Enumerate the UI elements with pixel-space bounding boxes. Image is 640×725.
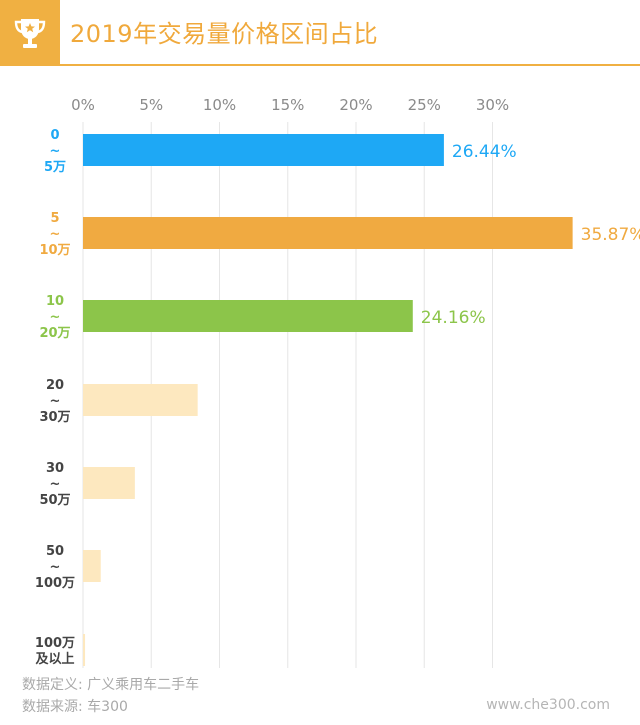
trophy-star-icon bbox=[14, 19, 46, 48]
header: 2019年交易量价格区间占比 bbox=[0, 0, 640, 66]
bar bbox=[83, 300, 413, 332]
bar bbox=[83, 217, 573, 249]
data-definition-text: 数据定义: 广义乘用车二手车 bbox=[22, 677, 200, 693]
page-title: 2019年交易量价格区间占比 bbox=[70, 20, 379, 48]
category-label: 30 bbox=[46, 461, 64, 476]
category-label: 5万 bbox=[44, 160, 66, 175]
category-label: ~ bbox=[50, 477, 61, 492]
category-label: 20 bbox=[46, 378, 64, 393]
category-label: 0 bbox=[50, 128, 59, 143]
category-label: 50 bbox=[46, 544, 64, 559]
trophy-badge bbox=[0, 0, 60, 66]
data-label: 26.44% bbox=[452, 142, 517, 162]
category-label: 20万 bbox=[39, 326, 70, 341]
category-label: 5 bbox=[50, 211, 59, 226]
category-label: 100万 bbox=[35, 576, 75, 591]
bar bbox=[83, 384, 198, 416]
bar bbox=[83, 467, 135, 499]
data-label: 35.87% bbox=[581, 225, 640, 245]
bar bbox=[83, 550, 101, 582]
data-label: 24.16% bbox=[421, 308, 486, 328]
footer-notes: 数据定义: 广义乘用车二手车 数据来源: 车300 bbox=[22, 674, 199, 718]
category-label: 及以上 bbox=[35, 652, 74, 667]
bar bbox=[83, 634, 86, 666]
category-label: 10 bbox=[46, 294, 64, 309]
category-label: 30万 bbox=[39, 410, 70, 425]
category-label: 100万 bbox=[35, 636, 75, 651]
data-source-text: 数据来源: 车300 bbox=[22, 699, 128, 715]
x-tick-label: 30% bbox=[476, 96, 509, 114]
x-tick-label: 25% bbox=[408, 96, 441, 114]
bar-chart: 0% 5% 10% 15% 20% 25% 30%0~5万26.44%5~10万35.87%… bbox=[35, 96, 640, 668]
category-label: 10万 bbox=[39, 243, 70, 258]
category-label: ~ bbox=[50, 560, 61, 575]
x-tick-label: 20% bbox=[339, 96, 372, 114]
x-tick-label: 10% bbox=[203, 96, 236, 114]
header-divider bbox=[60, 64, 640, 66]
bar bbox=[83, 134, 444, 166]
category-label: ~ bbox=[50, 394, 61, 409]
x-tick-label: 15% bbox=[271, 96, 304, 114]
category-label: 50万 bbox=[39, 493, 70, 508]
category-label: ~ bbox=[50, 227, 61, 242]
x-tick-label: 5% bbox=[139, 96, 163, 114]
x-tick-label: 0% bbox=[71, 96, 95, 114]
category-label: ~ bbox=[50, 310, 61, 325]
category-label: ~ bbox=[50, 144, 61, 159]
website-text: www.che300.com bbox=[486, 697, 610, 713]
